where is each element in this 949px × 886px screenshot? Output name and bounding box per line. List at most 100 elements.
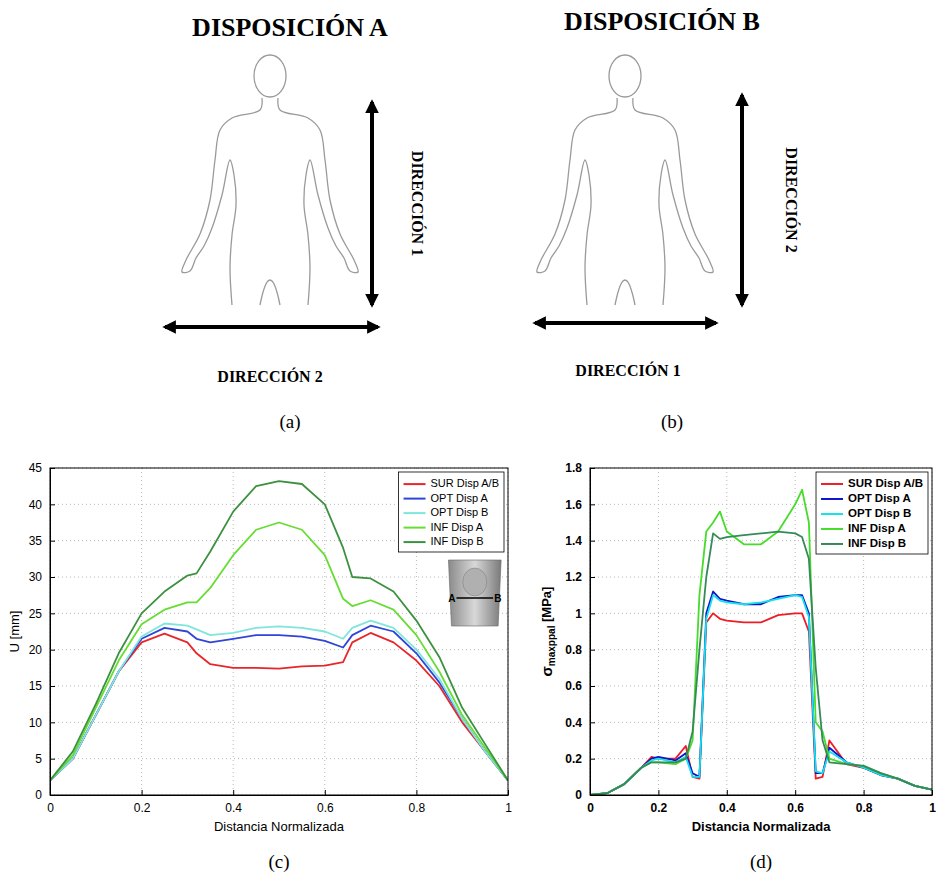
axis-line <box>591 795 933 796</box>
series-line <box>50 621 508 781</box>
tick-label: 1 <box>505 801 512 815</box>
grid-line <box>590 577 932 578</box>
panel-label: (c) <box>268 851 289 873</box>
tick-label: 0.8 <box>565 643 582 657</box>
tick: 0.4 <box>225 790 242 815</box>
tick: 0.8 <box>856 790 873 815</box>
tick-label: 0.4 <box>565 716 582 730</box>
body-outline <box>633 98 713 305</box>
tick-mark <box>590 541 595 542</box>
tick: 25 <box>29 607 55 621</box>
tick-mark <box>590 577 595 578</box>
legend-swatch <box>404 483 426 485</box>
inset-shape <box>448 560 501 626</box>
tick-mark <box>590 686 595 687</box>
tick: 35 <box>29 534 55 548</box>
y-axis: 051015202530354045 <box>29 461 55 802</box>
legend-swatch <box>404 498 426 500</box>
plot-background <box>50 468 508 795</box>
tick-label: 1.6 <box>565 498 582 512</box>
tick: 1.6 <box>565 498 595 512</box>
legend-label: OPT Disp A <box>848 492 911 504</box>
tick-label: 0.8 <box>409 801 426 815</box>
tick: 0 <box>575 788 595 802</box>
tick-mark <box>50 722 55 723</box>
tick-mark <box>416 790 417 795</box>
tick: 1.4 <box>565 534 595 548</box>
diagram-panel: DISPOSICIÓN BDIRECCIÓN 2DIRECCIÓN 1(b) <box>535 7 801 433</box>
tick-label: 0.4 <box>719 801 736 815</box>
section-label: B <box>494 593 501 604</box>
direction-label: DIRECCIÓN 1 <box>409 151 427 256</box>
tick-mark <box>727 790 728 795</box>
tick-mark <box>590 759 595 760</box>
tick-label: 15 <box>29 679 43 693</box>
tick: 0.8 <box>409 790 426 815</box>
legend-swatch <box>821 483 843 485</box>
legend-box <box>816 472 928 554</box>
tick-mark <box>590 722 595 723</box>
legend: SUR Disp A/B OPT Disp A OPT Disp B INF Disp… <box>399 472 504 552</box>
tick: 0.6 <box>565 679 595 693</box>
legend-label: OPT Disp B <box>848 507 911 519</box>
grid-line <box>590 758 932 759</box>
legend-label: SUR Disp A/B <box>848 477 923 489</box>
grid-line <box>141 468 142 795</box>
y-axis-title: σmaxppal [MPa] <box>538 587 557 677</box>
tick: 0.2 <box>651 790 668 815</box>
grid <box>50 468 508 795</box>
tick-label: 1.2 <box>565 570 582 584</box>
tick: 10 <box>29 716 55 730</box>
tick: 0 <box>35 788 55 802</box>
grid-line <box>50 722 508 723</box>
tick: 0.6 <box>317 790 334 815</box>
grid-line <box>50 758 508 759</box>
tick: 1.2 <box>565 570 595 584</box>
grid <box>590 468 932 795</box>
tick-label: 0 <box>35 788 42 802</box>
tick-mark <box>50 686 55 687</box>
tick-label: 0.2 <box>134 801 151 815</box>
grid-line <box>590 722 932 723</box>
plot-area <box>50 481 508 780</box>
legend-swatch <box>404 527 426 529</box>
direction-label: DIRECCIÓN 1 <box>575 361 680 379</box>
tick-mark <box>932 790 933 795</box>
figure: DISPOSICIÓN ADIRECCIÓN 1DIRECCIÓN 2(a)DI… <box>0 0 949 886</box>
series-line <box>590 532 932 795</box>
tick-mark <box>325 790 326 795</box>
tick: 1.8 <box>565 461 595 475</box>
axis-line <box>51 795 509 796</box>
tick-mark <box>590 613 595 614</box>
legend-items: SUR Disp A/B OPT Disp A OPT Disp B INF Disp… <box>404 477 499 547</box>
legend-swatch <box>821 513 843 515</box>
body-outline <box>278 98 358 305</box>
tick-label: 45 <box>29 461 43 475</box>
series-line <box>50 626 508 781</box>
panel-label: (a) <box>279 411 300 433</box>
tick-mark <box>50 541 55 542</box>
tick: 1 <box>505 790 512 815</box>
legend-label: INF Disp A <box>431 521 484 533</box>
tick-label: 0.2 <box>651 801 668 815</box>
tick: 0.8 <box>565 643 595 657</box>
legend-label: OPT Disp B <box>431 506 489 518</box>
diagram-title: DISPOSICIÓN A <box>192 13 388 42</box>
tick: 20 <box>29 643 55 657</box>
legend-label: OPT Disp A <box>431 492 489 504</box>
tick: 1 <box>929 790 936 815</box>
grid-line <box>795 468 796 795</box>
tick-mark <box>50 468 55 469</box>
chart-panel: 00.20.40.60.81051015202530354045Distanci… <box>7 461 512 873</box>
legend-label: SUR Disp A/B <box>431 477 499 489</box>
x-axis-title: Distancia Normalizada <box>692 819 831 834</box>
series-line <box>590 595 932 795</box>
tick-label: 0.4 <box>225 801 242 815</box>
legend-swatch <box>404 541 426 543</box>
legend-box <box>399 472 504 552</box>
tick-mark <box>658 790 659 795</box>
inset: AB <box>448 560 501 626</box>
tick: 40 <box>29 498 55 512</box>
tick-label: 10 <box>29 716 43 730</box>
tick-label: 35 <box>29 534 43 548</box>
